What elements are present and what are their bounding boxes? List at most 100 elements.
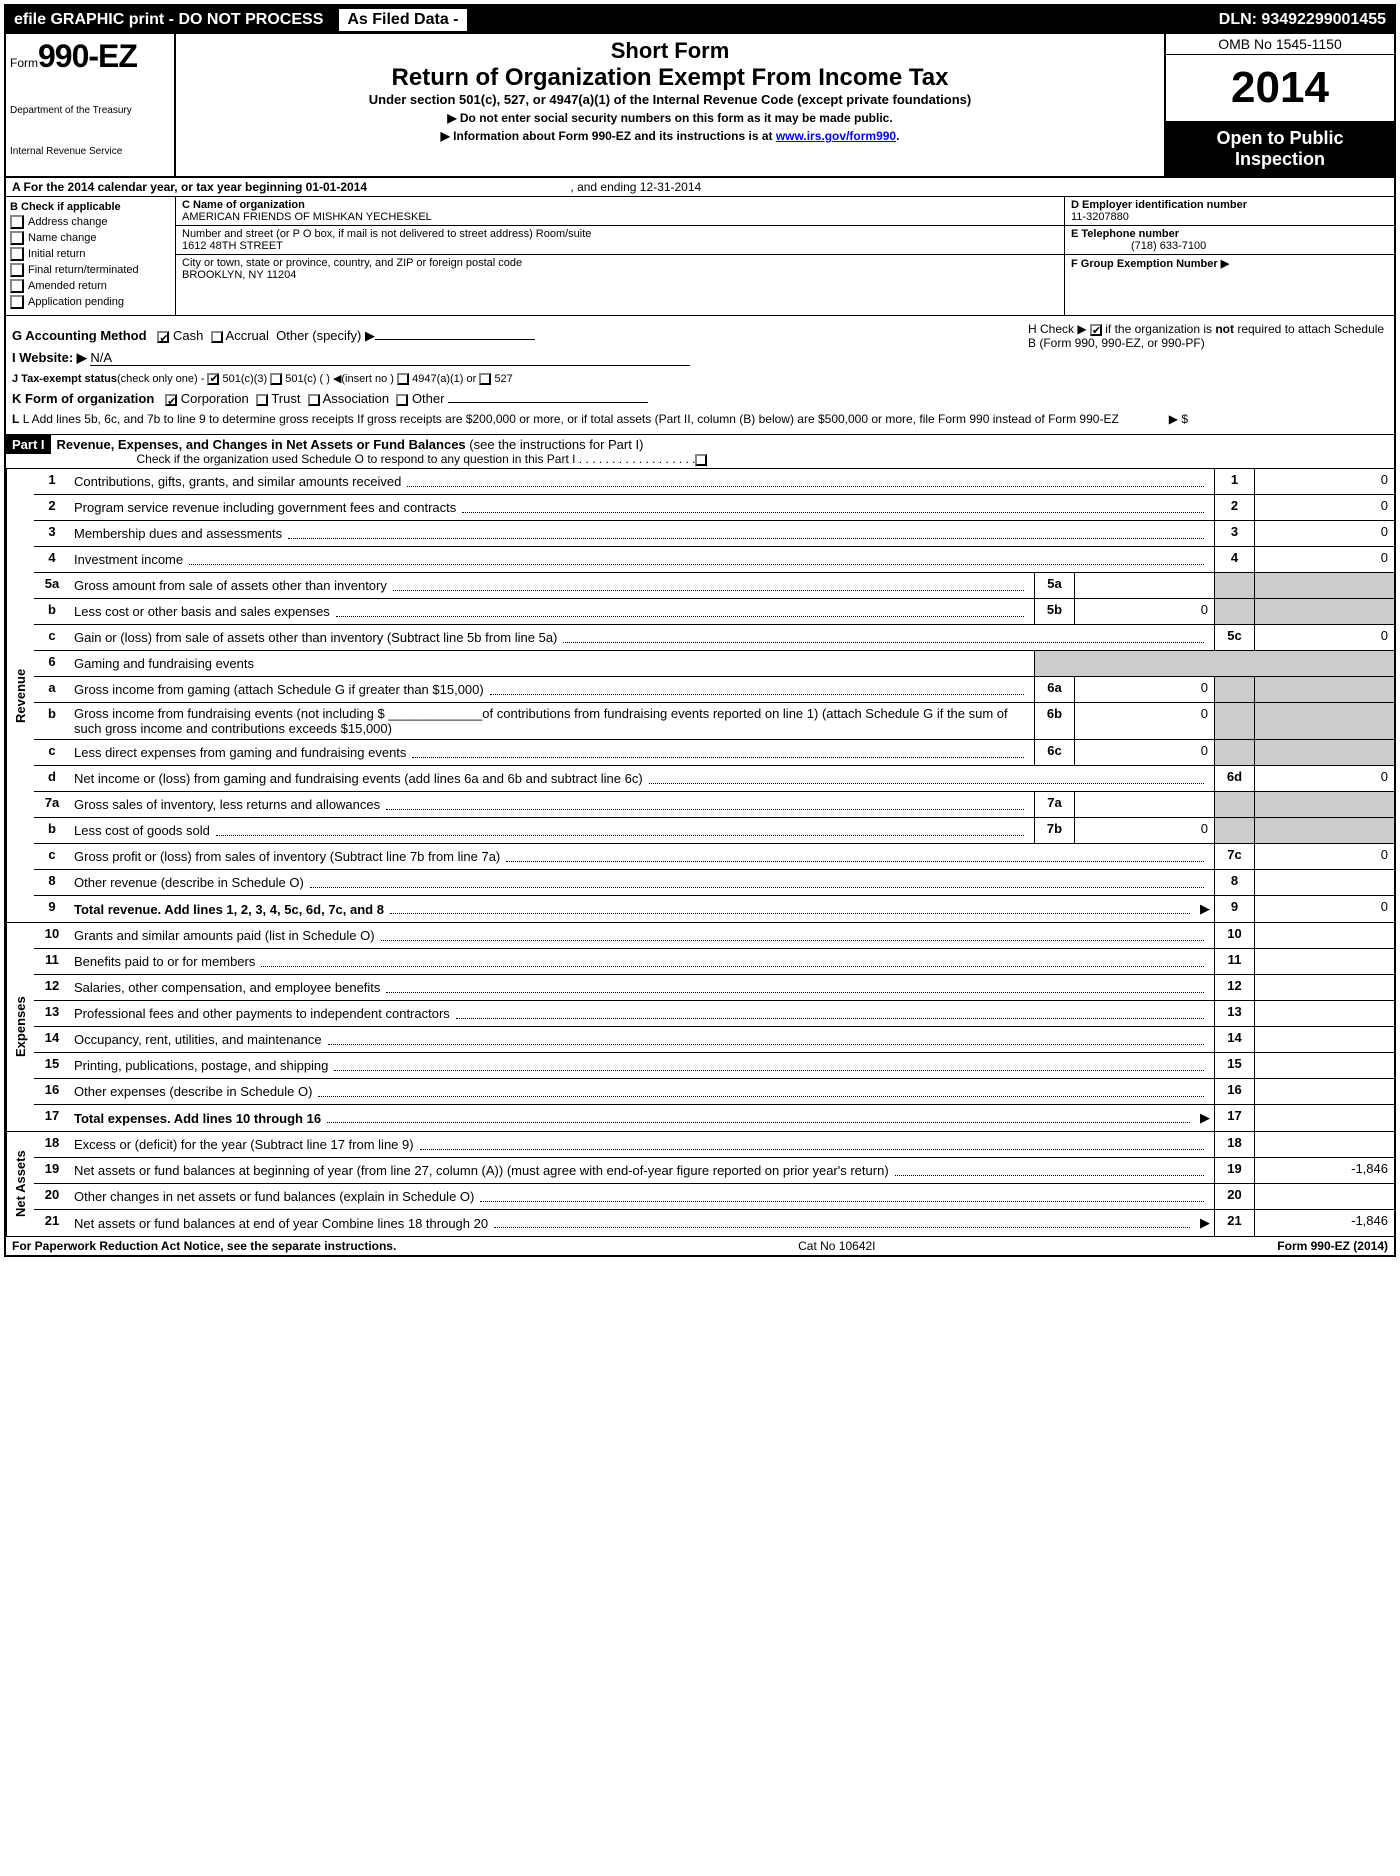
- right-value: 0: [1254, 495, 1394, 520]
- checkbox-icon: [10, 247, 24, 261]
- line-row-1: 1Contributions, gifts, grants, and simil…: [34, 469, 1394, 495]
- right-number: 5c: [1214, 625, 1254, 650]
- header-center: Short Form Return of Organization Exempt…: [176, 34, 1164, 176]
- line-row-b: bGross income from fundraising events (n…: [34, 703, 1394, 740]
- right-number: 3: [1214, 521, 1254, 546]
- line-number: 19: [34, 1158, 70, 1183]
- group-exemption-label: F Group Exemption Number ▶: [1071, 258, 1229, 270]
- line-row-9: 9Total revenue. Add lines 1, 2, 3, 4, 5c…: [34, 896, 1394, 922]
- line-row-20: 20Other changes in net assets or fund ba…: [34, 1184, 1394, 1210]
- col-b: B Check if applicable Address change Nam…: [6, 197, 176, 315]
- right-value: 0: [1254, 896, 1394, 922]
- col-b-header: B Check if applicable: [10, 201, 171, 213]
- i-label: I Website: ▶: [12, 350, 87, 365]
- right-number: 14: [1214, 1027, 1254, 1052]
- part1-title-suffix: (see the instructions for Part I): [466, 437, 644, 452]
- chk-address-change[interactable]: Address change: [10, 215, 171, 229]
- line-number: 10: [34, 923, 70, 948]
- right-number: 12: [1214, 975, 1254, 1000]
- mid-box: 7b: [1034, 818, 1074, 843]
- line-desc: Benefits paid to or for members: [70, 949, 1214, 974]
- k-corp-checkbox[interactable]: [165, 394, 177, 406]
- chk-amended-return[interactable]: Amended return: [10, 279, 171, 293]
- line-row-d: dNet income or (loss) from gaming and fu…: [34, 766, 1394, 792]
- open-line1: Open to Public: [1172, 128, 1388, 149]
- k-other-checkbox[interactable]: [396, 394, 408, 406]
- city-block: City or town, state or province, country…: [176, 255, 1064, 283]
- line-number: 4: [34, 547, 70, 572]
- g-cash-checkbox[interactable]: [157, 331, 169, 343]
- right-number: 4: [1214, 547, 1254, 572]
- line-number: 17: [34, 1105, 70, 1131]
- k-assoc-checkbox[interactable]: [308, 394, 320, 406]
- notice-2: ▶ Information about Form 990-EZ and its …: [184, 129, 1156, 143]
- right-number: 8: [1214, 870, 1254, 895]
- city: BROOKLYN, NY 11204: [182, 269, 296, 281]
- line-number: b: [34, 703, 70, 739]
- g-other-input[interactable]: [375, 339, 535, 340]
- line-desc: Gain or (loss) from sale of assets other…: [70, 625, 1214, 650]
- revenue-table: Revenue 1Contributions, gifts, grants, a…: [6, 468, 1394, 922]
- j-501c3-checkbox[interactable]: [207, 373, 219, 385]
- right-value: -1,846: [1254, 1210, 1394, 1236]
- bcdef-block: B Check if applicable Address change Nam…: [6, 197, 1394, 316]
- dept-irs: Internal Revenue Service: [10, 146, 170, 157]
- irs-link[interactable]: www.irs.gov/form990: [776, 129, 896, 143]
- g-accrual-checkbox[interactable]: [211, 331, 223, 343]
- part1-header-row: Part I Revenue, Expenses, and Changes in…: [6, 434, 1394, 468]
- j-527-checkbox[interactable]: [479, 373, 491, 385]
- line-desc: Less direct expenses from gaming and fun…: [70, 740, 1034, 765]
- h-checkbox[interactable]: [1090, 324, 1102, 336]
- header-right: OMB No 1545-1150 2014 Open to Public Ins…: [1164, 34, 1394, 176]
- right-number: 7c: [1214, 844, 1254, 869]
- line-number: d: [34, 766, 70, 791]
- k1: Corporation: [181, 391, 249, 406]
- footer-mid: Cat No 10642I: [396, 1239, 1277, 1253]
- part1-title: Revenue, Expenses, and Changes in Net As…: [51, 435, 1394, 468]
- chk-label: Application pending: [28, 296, 124, 308]
- line-row-c: cGross profit or (loss) from sales of in…: [34, 844, 1394, 870]
- mid-box: 6a: [1034, 677, 1074, 702]
- line-desc: Occupancy, rent, utilities, and maintena…: [70, 1027, 1214, 1052]
- j-501c-checkbox[interactable]: [270, 373, 282, 385]
- row-a-end: , and ending 12-31-2014: [570, 180, 701, 194]
- line-desc: Less cost or other basis and sales expen…: [70, 599, 1034, 624]
- checkbox-icon: [10, 279, 24, 293]
- right-number: 15: [1214, 1053, 1254, 1078]
- part1-checkbox[interactable]: [695, 454, 707, 466]
- chk-label: Name change: [28, 232, 97, 244]
- mid-value: 0: [1074, 599, 1214, 624]
- right-number: 9: [1214, 896, 1254, 922]
- mid-value: [1074, 792, 1214, 817]
- line-row-b: bLess cost of goods sold7b0: [34, 818, 1394, 844]
- i-line: I Website: ▶ N/A: [12, 350, 1388, 366]
- line-desc: Gaming and fundraising events: [70, 651, 1034, 676]
- org-name-block: C Name of organization AMERICAN FRIENDS …: [176, 197, 1064, 226]
- chk-name-change[interactable]: Name change: [10, 231, 171, 245]
- line-row-6: 6Gaming and fundraising events: [34, 651, 1394, 677]
- right-number: 21: [1214, 1210, 1254, 1236]
- right-value: [1254, 1027, 1394, 1052]
- chk-final-return[interactable]: Final return/terminated: [10, 263, 171, 277]
- ein-block: D Employer identification number 11-3207…: [1065, 197, 1394, 226]
- k2: Trust: [271, 391, 300, 406]
- footer-right: Form 990-EZ (2014): [1277, 1239, 1388, 1253]
- right-value: 0: [1254, 521, 1394, 546]
- k-trust-checkbox[interactable]: [256, 394, 268, 406]
- subtitle: Under section 501(c), 527, or 4947(a)(1)…: [184, 92, 1156, 107]
- chk-application-pending[interactable]: Application pending: [10, 295, 171, 309]
- mid-value: 0: [1074, 703, 1214, 739]
- k-other-input[interactable]: [448, 402, 648, 403]
- mid-value: 0: [1074, 740, 1214, 765]
- j-4947-checkbox[interactable]: [397, 373, 409, 385]
- notice-1: ▶ Do not enter social security numbers o…: [184, 111, 1156, 125]
- k-label: K Form of organization: [12, 391, 154, 406]
- line-row-21: 21Net assets or fund balances at end of …: [34, 1210, 1394, 1236]
- chk-initial-return[interactable]: Initial return: [10, 247, 171, 261]
- grey-cell: [1254, 740, 1394, 765]
- line-number: 18: [34, 1132, 70, 1157]
- grey-cell: [1254, 599, 1394, 624]
- mid-value: 0: [1074, 677, 1214, 702]
- line-desc: Other expenses (describe in Schedule O): [70, 1079, 1214, 1104]
- form-990ez-page: efile GRAPHIC print - DO NOT PROCESS As …: [4, 4, 1396, 1257]
